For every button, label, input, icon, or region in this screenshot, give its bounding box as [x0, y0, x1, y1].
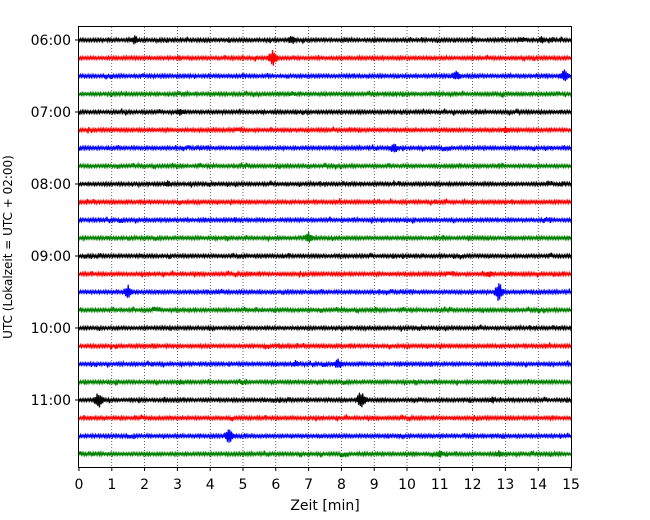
trace-0915 — [78, 269, 572, 279]
trace-1030 — [78, 358, 572, 369]
x-tick-label: 12 — [464, 477, 482, 493]
y-tick-label: 06:00 — [31, 33, 71, 49]
y-axis-label: UTC (Lokalzeit = UTC + 02:00) — [1, 155, 15, 339]
trace-0645 — [78, 89, 572, 99]
x-tick-label: 2 — [140, 477, 149, 493]
x-tick-label: 9 — [370, 477, 379, 493]
trace-0830 — [78, 215, 572, 224]
trace-0845 — [78, 232, 572, 243]
x-tick-label: 8 — [337, 477, 346, 493]
trace-1145 — [78, 449, 572, 459]
x-tick-label: 4 — [206, 477, 215, 493]
trace-0815 — [78, 197, 572, 207]
x-tick-label: 13 — [496, 477, 514, 493]
trace-1015 — [78, 341, 572, 351]
x-axis-ticks: 0 1 2 3 4 5 6 7 8 9 10 11 12 13 14 15 — [75, 467, 580, 493]
trace-0945 — [78, 305, 572, 315]
trace-0900 — [78, 252, 572, 260]
x-tick-label: 11 — [431, 477, 449, 493]
x-axis-label: Zeit [min] — [290, 498, 359, 514]
vertical-gridlines — [111, 27, 539, 467]
trace-0700 — [78, 108, 572, 117]
x-tick-label: 15 — [562, 477, 580, 493]
x-tick-label: 1 — [107, 477, 116, 493]
y-tick-label: 09:00 — [31, 249, 71, 265]
y-tick-label: 07:00 — [31, 105, 71, 121]
trace-0745 — [78, 161, 572, 171]
y-tick-label: 08:00 — [31, 177, 71, 193]
trace-0715 — [78, 126, 572, 135]
trace-0600 — [78, 35, 572, 45]
trace-1000 — [78, 323, 572, 333]
x-tick-label: 0 — [75, 477, 84, 493]
trace-0930 — [78, 283, 572, 301]
x-tick-label: 7 — [304, 477, 313, 493]
trace-1115 — [78, 413, 572, 423]
trace-0730 — [78, 143, 572, 153]
trace-1130 — [78, 429, 572, 443]
trace-0800 — [78, 179, 572, 189]
x-tick-label: 3 — [173, 477, 182, 493]
x-tick-label: 5 — [239, 477, 248, 493]
x-tick-label: 6 — [271, 477, 280, 493]
y-axis-ticks: 06:00 07:00 08:00 09:00 10:00 11:00 — [31, 33, 79, 409]
seismogram-traces — [78, 35, 572, 459]
x-tick-label: 14 — [529, 477, 547, 493]
trace-0615 — [78, 50, 572, 66]
trace-1100 — [78, 392, 572, 408]
trace-1045 — [78, 377, 572, 387]
x-tick-label: 10 — [398, 477, 416, 493]
y-tick-label: 11:00 — [31, 393, 71, 409]
trace-0630 — [78, 69, 572, 82]
plot-frame — [78, 26, 572, 468]
y-tick-label: 10:00 — [31, 321, 71, 337]
